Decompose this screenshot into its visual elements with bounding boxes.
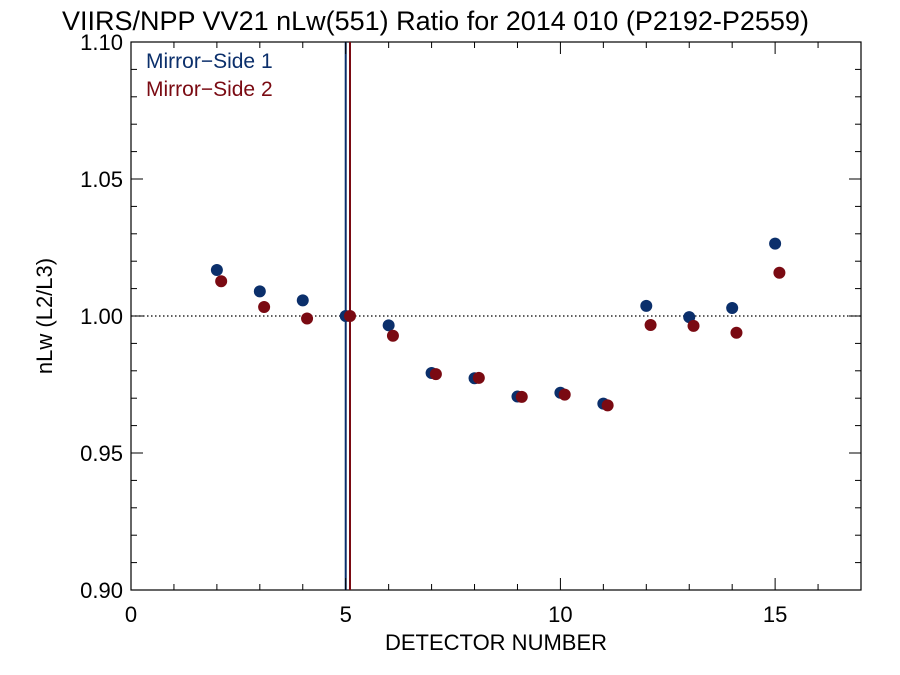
x-tick-label: 15 (763, 602, 787, 627)
data-point-series-2 (601, 399, 614, 412)
y-tick-label: 0.90 (80, 578, 123, 603)
data-point-series-1 (296, 294, 309, 307)
data-point-series-2 (386, 329, 399, 342)
data-point-series-2 (301, 312, 314, 325)
data-point-series-1 (210, 263, 223, 276)
x-tick-label: 10 (548, 602, 572, 627)
data-point-series-2 (773, 266, 786, 279)
data-point-series-2 (472, 371, 485, 384)
data-point-series-2 (515, 390, 528, 403)
data-point-series-2 (644, 319, 657, 332)
data-point-series-1 (253, 285, 266, 298)
data-point-series-2 (258, 300, 271, 313)
axis-ticks: 0 5 10 15 0.90 0.95 1.00 1.05 1.10 (80, 30, 862, 627)
y-axis-label: nLw (L2/L3) (32, 258, 57, 374)
data-point-series-1 (769, 237, 782, 250)
chart-title: VIIRS/NPP VV21 nLw(551) Ratio for 2014 0… (62, 6, 809, 36)
y-tick-label: 1.05 (80, 167, 123, 192)
legend-entry-2: Mirror−Side 2 (146, 78, 273, 101)
data-point-series-2 (687, 319, 700, 332)
data-point-series-1 (382, 319, 395, 332)
x-tick-label: 5 (340, 602, 352, 627)
legend: Mirror−Side 1 Mirror−Side 2 (146, 50, 273, 101)
reference-lines (131, 42, 861, 590)
data-point-series-1 (726, 302, 739, 315)
data-point-series-2 (730, 326, 743, 339)
data-points (210, 237, 786, 412)
data-point-series-1 (640, 299, 653, 312)
data-point-series-2 (558, 388, 571, 401)
y-tick-label: 1.00 (80, 304, 123, 329)
x-axis-label: DETECTOR NUMBER (385, 630, 607, 655)
legend-entry-1: Mirror−Side 1 (146, 50, 273, 73)
data-point-series-2 (215, 275, 228, 288)
y-tick-label: 1.10 (80, 30, 123, 55)
data-point-series-2 (344, 310, 356, 322)
y-tick-label: 0.95 (80, 441, 123, 466)
x-tick-label: 0 (125, 602, 137, 627)
data-point-series-2 (429, 368, 442, 381)
